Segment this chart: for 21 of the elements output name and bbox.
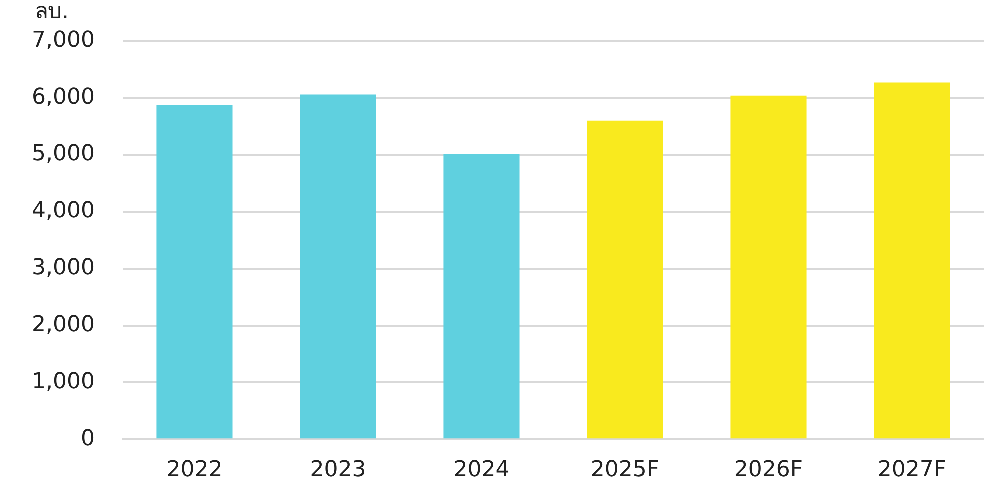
y-tick-label: 6,000 xyxy=(32,84,95,110)
x-tick-label: 2027F xyxy=(878,458,947,483)
y-tick-label: 7,000 xyxy=(32,28,95,53)
y-axis-title: ลบ. xyxy=(35,0,69,25)
x-tick-label: 2024 xyxy=(454,458,510,483)
y-tick-label: 2,000 xyxy=(32,312,95,338)
y-tick-label: 5,000 xyxy=(32,142,95,167)
x-tick-label: 2023 xyxy=(310,458,366,483)
bar xyxy=(156,106,233,439)
x-tick-label: 2026F xyxy=(734,458,804,483)
bar xyxy=(300,94,376,439)
y-tick-label: 4,000 xyxy=(32,198,95,224)
bar xyxy=(874,82,950,439)
bar xyxy=(730,96,807,439)
bar xyxy=(587,120,664,439)
bar xyxy=(444,154,520,439)
y-tick-label: 3,000 xyxy=(32,256,95,281)
x-tick-label: 2025F xyxy=(590,458,660,483)
y-tick-label: 1,000 xyxy=(32,369,95,394)
y-tick-label: 0 xyxy=(80,426,95,452)
x-tick-label: 2022 xyxy=(166,458,223,483)
